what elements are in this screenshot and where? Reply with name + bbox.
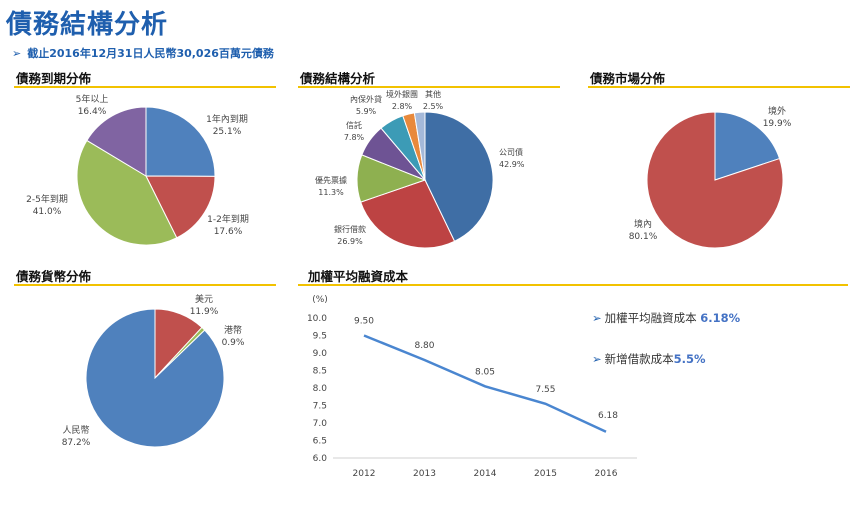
new-loan-note: ➢ 新增借款成本5.5%	[592, 351, 706, 367]
slice-name-label: 內保外貸	[350, 94, 382, 104]
pie-slice	[413, 111, 426, 181]
y-tick-label: 9.0	[313, 349, 328, 359]
slice-value-label: 42.9%	[499, 160, 525, 169]
maturity-section-title: 債務到期分佈	[16, 71, 92, 86]
pie-slice	[86, 106, 147, 177]
slice-name-label: 境外銀團	[386, 89, 418, 99]
line-chart	[333, 334, 637, 459]
slice-name-label: 其他	[425, 89, 441, 99]
slice-value-label: 25.1%	[213, 127, 242, 137]
pie-slice	[145, 106, 216, 177]
data-point-label: 9.50	[354, 317, 374, 327]
arrow-bullet-icon: ➢	[592, 352, 602, 366]
pie-slice	[714, 111, 781, 181]
slice-value-label: 11.9%	[190, 307, 219, 317]
x-tick-label: 2014	[474, 469, 497, 479]
slice-name-label: 境內	[634, 218, 652, 230]
maturity-title-underline	[14, 86, 276, 88]
structure-title-underline	[298, 86, 560, 88]
cost-title-underline	[298, 284, 848, 286]
structure-section-title: 債務結構分析	[300, 71, 376, 86]
data-point-label: 7.55	[535, 385, 555, 395]
page-title: 債務結構分析	[6, 10, 169, 40]
slice-value-label: 19.9%	[763, 119, 792, 129]
slice-value-label: 2.8%	[392, 102, 413, 111]
cost-section-title: 加權平均融資成本	[308, 269, 409, 284]
slice-name-label: 1年內到期	[206, 113, 248, 125]
slice-value-label: 11.3%	[318, 188, 344, 197]
x-tick-label: 2016	[595, 469, 618, 479]
slice-name-label: 港幣	[224, 324, 242, 336]
new-loan-note-label: 新增借款成本	[604, 352, 674, 366]
slice-value-label: 16.4%	[78, 107, 107, 117]
x-tick-label: 2015	[534, 469, 557, 479]
y-axis-unit-label: (%)	[312, 295, 328, 305]
pie-slice	[360, 179, 456, 249]
slice-name-label: 優先票據	[315, 175, 347, 185]
y-tick-label: 6.0	[313, 454, 328, 464]
pie-slice	[424, 111, 494, 242]
pie-chart-4	[85, 308, 225, 448]
slice-value-label: 80.1%	[629, 232, 658, 242]
slice-value-label: 7.8%	[344, 133, 365, 142]
slice-name-label: 5年以上	[76, 93, 109, 105]
y-tick-label: 7.0	[313, 419, 328, 429]
slice-name-label: 1-2年到期	[207, 213, 249, 225]
slice-name-label: 人民幣	[62, 424, 89, 436]
slice-name-label: 信託	[346, 120, 362, 130]
slice-value-label: 41.0%	[33, 207, 62, 217]
subtitle-text: 截止2016年12月31日人民幣30,026百萬元債務	[27, 47, 274, 60]
y-tick-label: 10.0	[307, 314, 327, 324]
y-tick-label: 8.5	[313, 367, 327, 377]
y-tick-label: 6.5	[313, 437, 327, 447]
slice-value-label: 17.6%	[214, 227, 243, 237]
pie-chart-1	[76, 106, 216, 246]
slice-name-label: 2-5年到期	[26, 193, 68, 205]
pie-chart-2	[356, 111, 494, 249]
slice-value-label: 5.9%	[356, 107, 377, 116]
pie-slice	[85, 308, 225, 448]
pie-chart-3	[646, 111, 784, 249]
cost-note-label: 加權平均融資成本	[604, 311, 697, 325]
line-series	[363, 334, 607, 433]
page-subtitle: ➢ 截止2016年12月31日人民幣30,026百萬元債務	[12, 45, 274, 61]
slice-name-label: 公司債	[499, 147, 523, 157]
currency-section-title: 債務貨幣分佈	[16, 269, 92, 284]
x-tick-label: 2013	[413, 469, 436, 479]
slice-name-label: 美元	[195, 293, 213, 305]
y-tick-label: 9.5	[313, 332, 327, 342]
y-tick-label: 7.5	[313, 402, 327, 412]
cost-note-value: 6.18%	[700, 311, 741, 325]
slice-value-label: 0.9%	[222, 338, 245, 348]
slice-name-label: 境外	[768, 105, 786, 117]
slice-value-label: 2.5%	[423, 102, 444, 111]
data-point-label: 8.80	[414, 341, 434, 351]
pie-slice	[76, 139, 178, 246]
new-loan-note-value: 5.5%	[673, 352, 706, 366]
y-tick-label: 8.0	[313, 384, 328, 394]
slice-value-label: 26.9%	[337, 237, 363, 246]
data-point-label: 6.18	[598, 411, 618, 421]
market-title-underline	[588, 86, 850, 88]
data-point-label: 8.05	[475, 367, 495, 377]
cost-note: ➢ 加權平均融資成本 6.18%	[592, 310, 740, 326]
x-tick-label: 2012	[353, 469, 376, 479]
slice-name-label: 銀行借款	[334, 224, 366, 234]
currency-title-underline	[14, 284, 276, 286]
arrow-bullet-icon: ➢	[592, 311, 602, 325]
slice-value-label: 87.2%	[62, 438, 91, 448]
pie-slice	[145, 175, 216, 239]
market-section-title: 債務市場分佈	[590, 71, 666, 86]
arrow-bullet-icon: ➢	[12, 47, 22, 60]
pie-slice	[646, 111, 784, 249]
